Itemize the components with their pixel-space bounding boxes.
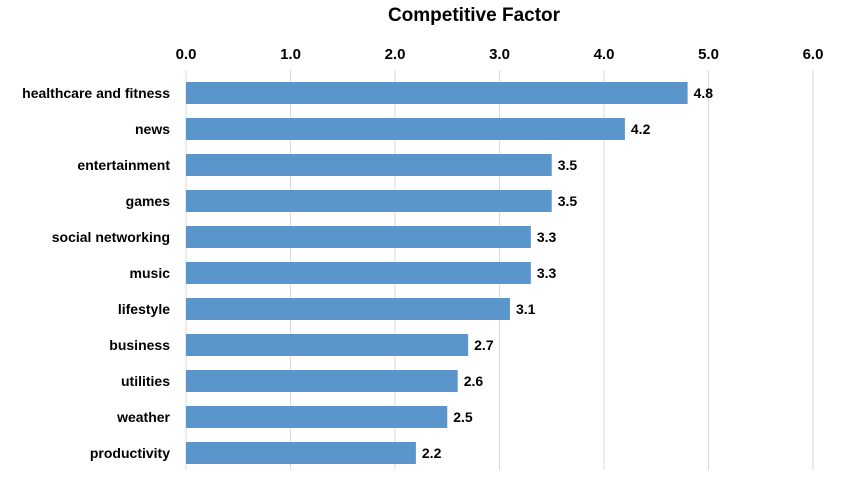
data-label: 2.5: [453, 409, 473, 425]
bar: [186, 118, 625, 140]
category-label: weather: [116, 409, 170, 425]
data-label: 2.7: [474, 337, 494, 353]
category-label: social networking: [52, 229, 170, 245]
data-label: 4.2: [631, 121, 651, 137]
data-label: 2.6: [464, 373, 484, 389]
category-label: healthcare and fitness: [22, 85, 170, 101]
x-tick-label: 2.0: [385, 46, 406, 63]
bars: [186, 82, 688, 464]
bar: [186, 154, 552, 176]
chart-title: Competitive Factor: [388, 5, 561, 26]
data-label: 2.2: [422, 445, 442, 461]
x-tick-label: 0.0: [176, 46, 197, 63]
category-label: entertainment: [77, 157, 170, 173]
bar: [186, 298, 510, 320]
data-label: 3.3: [537, 265, 557, 281]
x-tick-label: 4.0: [594, 46, 615, 63]
category-label: utilities: [121, 373, 170, 389]
category-label: music: [130, 265, 171, 281]
bar: [186, 262, 531, 284]
data-label: 4.8: [694, 85, 714, 101]
x-tick-label: 6.0: [803, 46, 824, 63]
category-label: lifestyle: [118, 301, 170, 317]
data-label: 3.5: [558, 157, 578, 173]
bar: [186, 406, 448, 428]
bar: [186, 190, 552, 212]
category-label: games: [126, 193, 171, 209]
category-label: news: [135, 121, 170, 137]
category-label: business: [109, 337, 170, 353]
data-labels: 4.8 4.2 3.5 3.5 3.3 3.3 3.1 2.7 2.6 2.5 2.2: [422, 85, 713, 461]
bar: [186, 334, 469, 356]
bar: [186, 82, 688, 104]
x-tick-label: 3.0: [489, 46, 510, 63]
x-tick-label: 1.0: [280, 46, 301, 63]
category-label: productivity: [90, 445, 170, 461]
x-tick-label: 5.0: [698, 46, 719, 63]
bar: [186, 370, 458, 392]
category-labels: healthcare and fitness news entertainment g…: [22, 85, 170, 461]
data-label: 3.3: [537, 229, 557, 245]
x-axis-tick-labels: 0.0 1.0 2.0 3.0 4.0 5.0 6.0: [176, 46, 824, 63]
data-label: 3.5: [558, 193, 578, 209]
bar: [186, 226, 531, 248]
data-label: 3.1: [516, 301, 536, 317]
bar: [186, 442, 416, 464]
